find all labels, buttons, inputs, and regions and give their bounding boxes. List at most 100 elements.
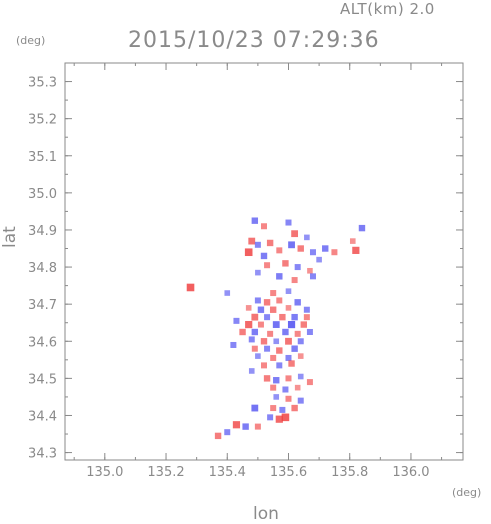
data-point bbox=[276, 362, 283, 369]
data-point bbox=[285, 395, 292, 402]
data-point bbox=[294, 264, 301, 271]
data-point bbox=[224, 429, 231, 436]
data-point bbox=[266, 239, 274, 247]
data-point bbox=[322, 245, 329, 252]
data-point bbox=[232, 421, 241, 429]
x-tick-label: 136.0 bbox=[392, 465, 429, 480]
y-tick-label: 35.0 bbox=[28, 187, 57, 202]
data-point bbox=[294, 299, 301, 306]
data-point bbox=[297, 338, 304, 345]
data-point bbox=[255, 269, 261, 276]
data-point bbox=[275, 415, 283, 423]
plot-frame bbox=[64, 62, 464, 461]
data-point bbox=[273, 377, 280, 384]
y-tick-label: 34.7 bbox=[28, 298, 57, 313]
data-point bbox=[285, 219, 292, 226]
data-point bbox=[294, 330, 301, 337]
data-point bbox=[244, 248, 253, 257]
data-point bbox=[264, 262, 271, 269]
x-axis-unit: (deg) bbox=[452, 486, 482, 499]
y-tick-label: 35.3 bbox=[28, 76, 57, 91]
y-tick-label: 35.2 bbox=[28, 113, 57, 128]
y-axis-unit: (deg) bbox=[16, 34, 46, 47]
data-point bbox=[248, 368, 255, 374]
axis-ticks: 135.0 135.2 135.4 135.6 135.8 136.0 34.3 34.4 34… bbox=[28, 62, 463, 480]
data-point bbox=[257, 321, 264, 328]
data-point bbox=[331, 249, 338, 256]
data-point bbox=[276, 273, 283, 280]
data-point bbox=[272, 321, 280, 328]
x-tick-label: 135.8 bbox=[331, 465, 368, 480]
data-point bbox=[264, 345, 271, 352]
data-point bbox=[254, 297, 261, 304]
data-point bbox=[291, 230, 299, 238]
x-tick-label: 135.2 bbox=[147, 465, 184, 480]
data-point bbox=[288, 241, 295, 249]
data-point bbox=[276, 247, 283, 254]
data-point bbox=[270, 290, 277, 297]
data-point bbox=[273, 394, 280, 400]
data-point bbox=[297, 397, 304, 404]
data-point bbox=[214, 432, 222, 440]
data-point bbox=[309, 273, 316, 280]
data-point bbox=[230, 341, 237, 348]
data-point bbox=[273, 338, 280, 345]
data-point bbox=[282, 260, 289, 267]
data-point bbox=[251, 404, 259, 412]
y-tick-label: 34.9 bbox=[28, 224, 57, 239]
data-point bbox=[245, 305, 252, 311]
data-point bbox=[285, 375, 292, 382]
data-point bbox=[251, 217, 259, 224]
data-point bbox=[279, 313, 286, 321]
data-point bbox=[358, 224, 366, 232]
data-point bbox=[303, 314, 310, 321]
data-point bbox=[267, 330, 274, 337]
data-point bbox=[285, 354, 292, 361]
data-point bbox=[254, 423, 261, 430]
data-point bbox=[307, 267, 313, 274]
data-point bbox=[297, 373, 304, 380]
data-point bbox=[270, 354, 277, 361]
y-tick-label: 35.1 bbox=[28, 150, 57, 165]
x-tick-label: 135.6 bbox=[270, 465, 307, 480]
altitude-label: ALT(km) 2.0 bbox=[340, 0, 435, 18]
x-axis-label: lon bbox=[253, 504, 279, 524]
data-point bbox=[316, 256, 322, 263]
data-point bbox=[349, 238, 356, 244]
data-point bbox=[294, 384, 301, 391]
data-point bbox=[352, 246, 360, 254]
data-point bbox=[251, 328, 259, 336]
y-tick-label: 34.8 bbox=[28, 261, 57, 276]
data-point bbox=[263, 299, 271, 306]
data-point bbox=[306, 379, 313, 386]
data-point bbox=[303, 306, 310, 313]
data-point bbox=[267, 414, 274, 421]
data-point bbox=[255, 353, 261, 359]
data-point bbox=[285, 288, 292, 294]
data-point bbox=[276, 297, 283, 304]
data-point bbox=[224, 290, 231, 296]
data-point bbox=[304, 234, 310, 241]
data-point bbox=[306, 328, 313, 335]
data-point bbox=[285, 305, 292, 311]
data-point bbox=[261, 362, 267, 369]
data-point bbox=[270, 384, 277, 391]
data-point bbox=[261, 223, 267, 230]
data-point bbox=[297, 245, 304, 252]
data-point bbox=[279, 406, 286, 413]
data-point bbox=[242, 423, 249, 430]
data-point bbox=[270, 405, 277, 412]
data-point bbox=[269, 306, 277, 313]
data-point bbox=[186, 283, 195, 292]
y-tick-label: 34.5 bbox=[28, 372, 57, 387]
data-point bbox=[282, 328, 289, 336]
data-point bbox=[285, 337, 292, 345]
x-tick-label: 135.4 bbox=[209, 465, 246, 480]
data-point bbox=[281, 413, 290, 422]
data-point bbox=[291, 404, 298, 412]
data-point bbox=[264, 314, 271, 321]
data-point bbox=[260, 338, 268, 345]
data-point bbox=[291, 345, 298, 352]
data-point bbox=[248, 336, 255, 343]
data-point bbox=[260, 252, 268, 260]
